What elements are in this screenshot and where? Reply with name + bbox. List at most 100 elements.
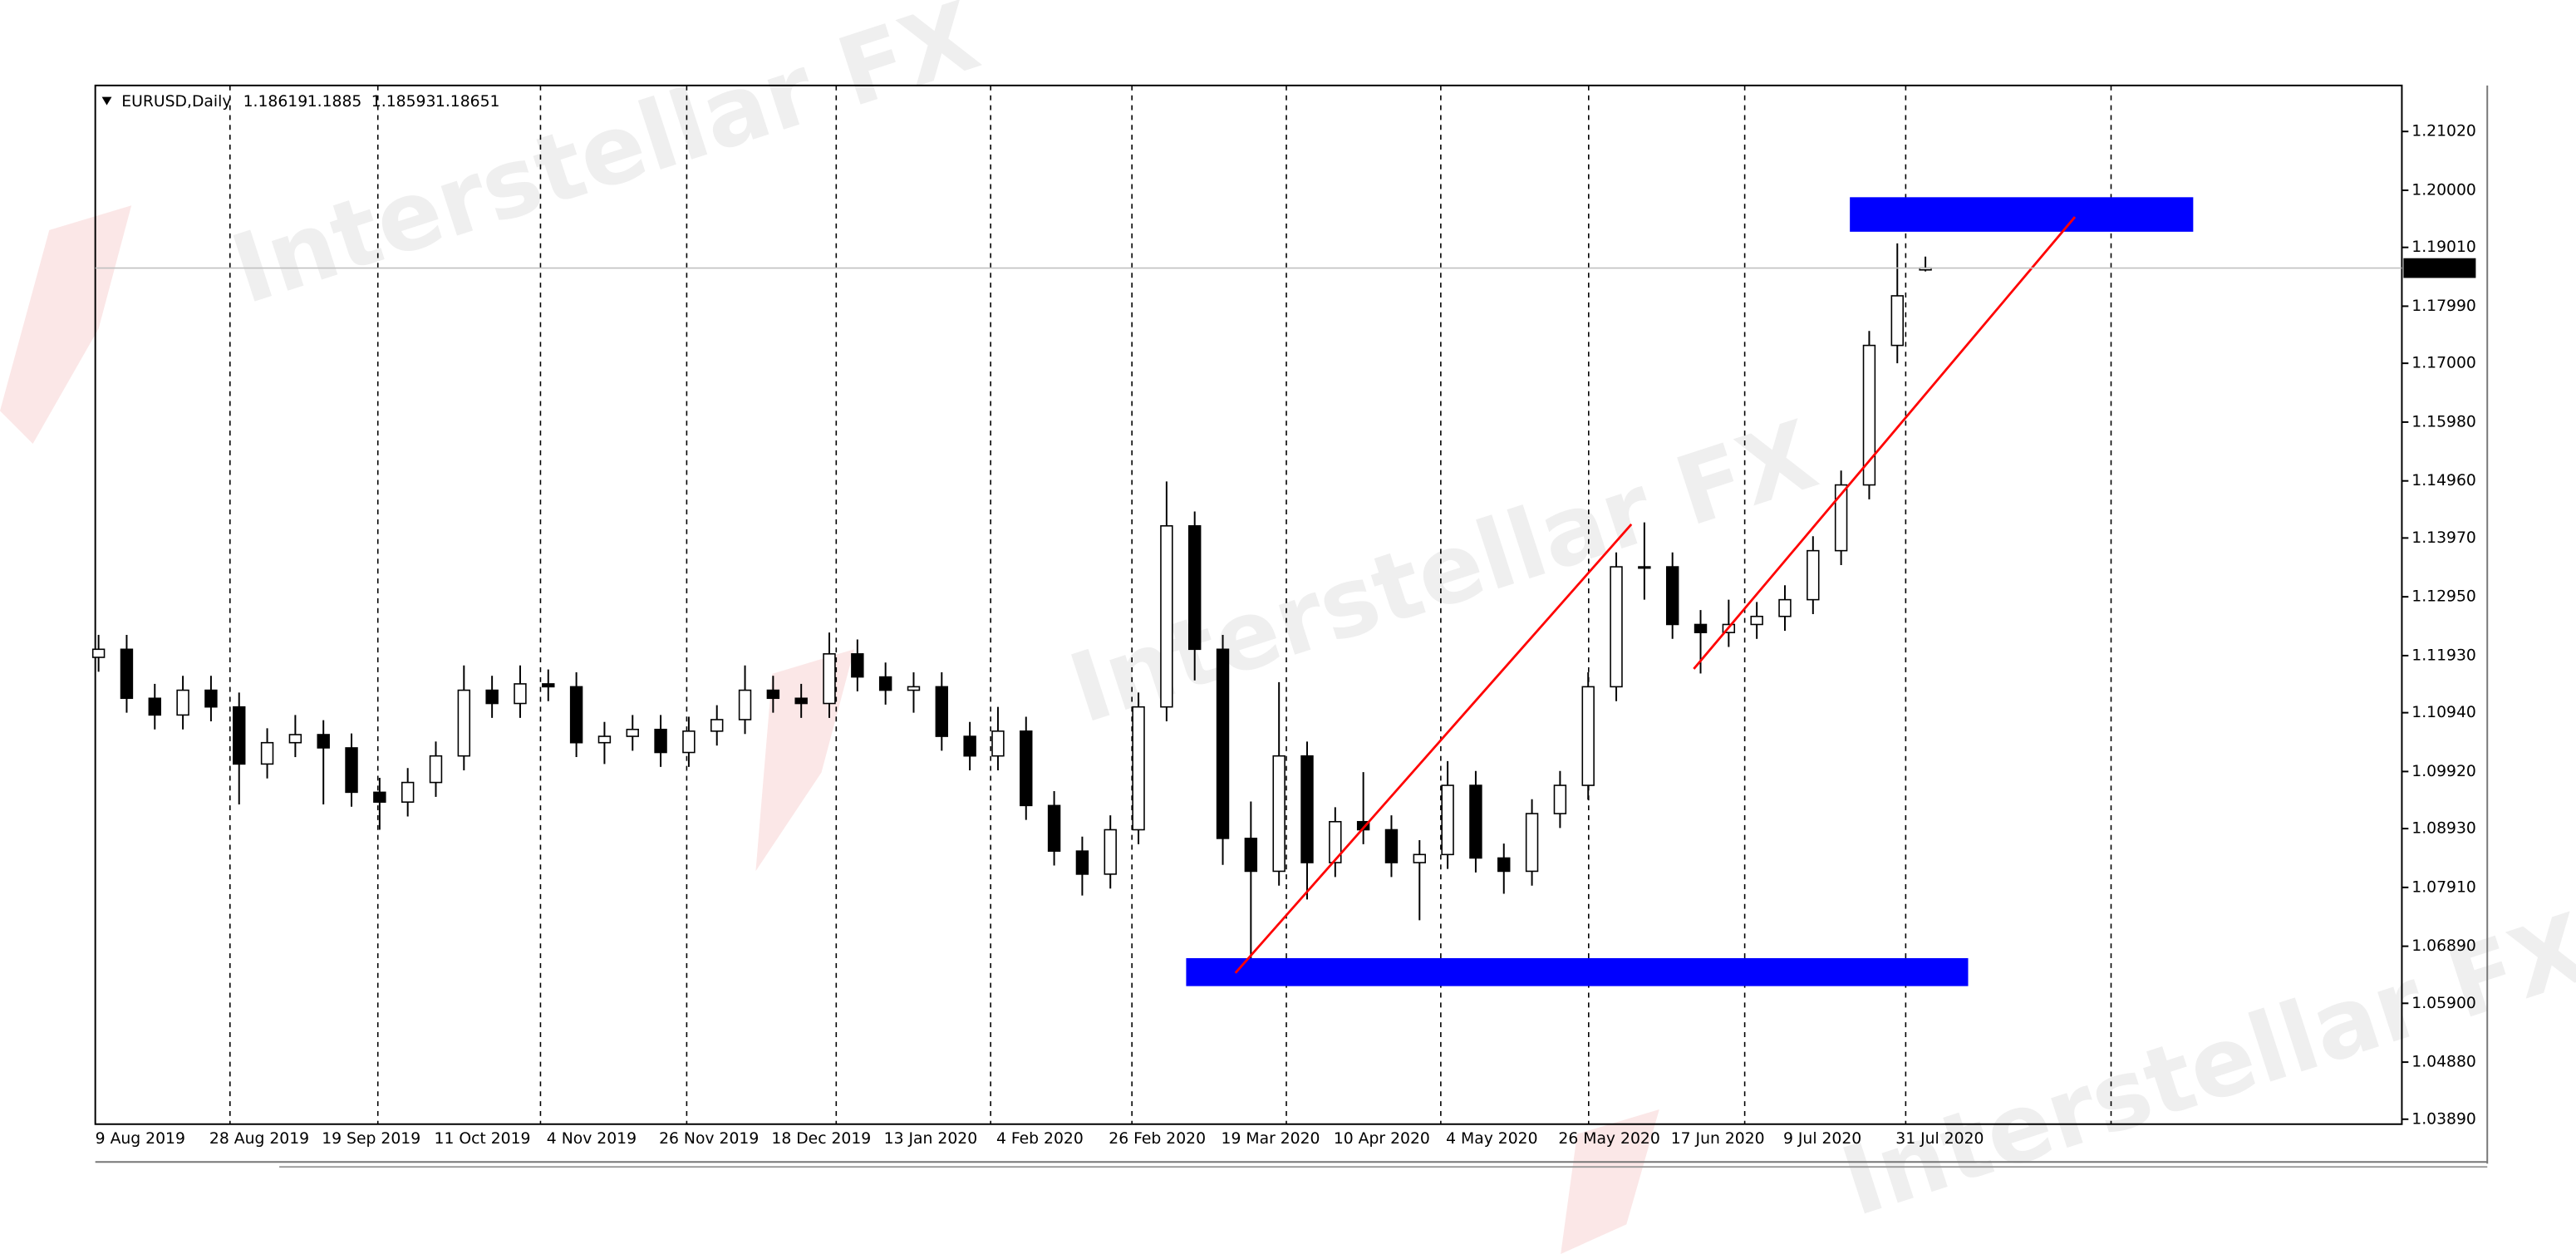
candle-body	[1807, 549, 1820, 601]
candle-body	[1553, 784, 1567, 814]
candle-body	[1581, 686, 1595, 786]
candle-body	[1694, 623, 1708, 633]
y-tick-label: 1.07910	[2411, 878, 2476, 896]
candle-body	[1469, 784, 1482, 859]
y-tick-label: 1.13970	[2411, 529, 2476, 547]
y-tick-label: 1.10940	[2411, 704, 2476, 721]
candle-body	[1216, 648, 1230, 839]
candle-body	[204, 689, 218, 708]
y-tick-label: 1.17990	[2411, 298, 2476, 315]
candle-body	[794, 697, 808, 705]
candle-body	[176, 689, 189, 716]
x-tick-label: 19 Mar 2020	[1222, 1130, 1320, 1148]
candle-body	[766, 689, 780, 700]
candle-body	[569, 686, 583, 744]
header-open: 1.18619	[243, 93, 308, 111]
candle-body	[1384, 829, 1399, 863]
candle-body	[1778, 598, 1792, 617]
candle-body	[851, 653, 864, 678]
candle-body	[1187, 525, 1202, 651]
candle-body	[907, 686, 921, 691]
support-zone	[1186, 958, 1969, 986]
x-tick-label: 18 Dec 2019	[771, 1130, 871, 1148]
x-tick-label: 19 Sep 2019	[322, 1130, 420, 1148]
candle-body	[1300, 755, 1314, 863]
y-tick-label: 1.11930	[2411, 647, 2476, 664]
candle-body	[1497, 857, 1511, 873]
current-price-label: 1.18651	[2410, 259, 2475, 277]
candle-body	[1132, 706, 1145, 831]
candle-body	[1160, 525, 1173, 708]
candle-body	[1890, 295, 1904, 347]
candle-body	[1104, 829, 1117, 875]
x-tick-label: 17 Jun 2020	[1671, 1130, 1765, 1148]
candle-body	[1413, 853, 1426, 863]
candle-body	[345, 747, 358, 794]
candle-body	[597, 735, 612, 744]
chart-title: EURUSD,Daily	[121, 93, 231, 111]
candle-body	[1272, 755, 1286, 873]
y-tick-label: 1.04880	[2411, 1054, 2476, 1071]
candle-body	[514, 683, 527, 705]
candle-body	[1610, 566, 1623, 688]
menu-arrow[interactable]	[101, 96, 112, 106]
x-tick-label: 9 Jul 2020	[1783, 1130, 1861, 1148]
trend-line	[1693, 216, 2077, 670]
candle-body	[963, 735, 976, 757]
candle-body	[1665, 566, 1679, 626]
candle-body	[1047, 804, 1061, 852]
header-low: 1.18593	[371, 93, 436, 111]
candle-body	[1834, 484, 1848, 552]
candle-body	[654, 728, 667, 754]
candle-body	[823, 653, 836, 705]
x-tick-label: 26 Nov 2019	[659, 1130, 759, 1148]
y-tick-label: 1.15980	[2411, 413, 2476, 430]
candle-body	[1075, 850, 1089, 875]
x-tick-label: 4 Nov 2019	[547, 1130, 637, 1148]
candle-body	[991, 730, 1005, 757]
y-tick-label: 1.05900	[2411, 995, 2476, 1012]
candle-body	[1441, 784, 1454, 856]
candle-body	[317, 734, 330, 749]
watermark: Interstellar FX	[1057, 401, 1829, 745]
y-tick-label: 1.03890	[2411, 1110, 2476, 1128]
candle-body	[260, 741, 274, 765]
candle-body	[710, 719, 724, 732]
watermark: Interstellar FX	[219, 0, 991, 327]
candle-body	[1329, 820, 1342, 863]
header-close: 1.18651	[435, 93, 500, 111]
current-price-box	[2403, 258, 2476, 278]
y-tick-label: 1.14960	[2411, 472, 2476, 489]
candle-body	[1525, 813, 1539, 873]
candle-body	[878, 676, 892, 691]
x-tick-label: 28 Aug 2019	[209, 1130, 309, 1148]
x-tick-label: 9 Aug 2019	[96, 1130, 185, 1148]
x-tick-label: 4 May 2020	[1446, 1130, 1537, 1148]
candle-body	[485, 689, 499, 705]
x-tick-label: 11 Oct 2019	[435, 1130, 531, 1148]
candle-body	[120, 648, 134, 700]
candle-body	[1750, 615, 1763, 626]
resistance-zone	[1850, 197, 2194, 232]
candle-body	[542, 683, 555, 688]
y-tick-label: 1.21020	[2411, 123, 2476, 140]
trend-line	[1234, 523, 1633, 974]
x-tick-label: 13 Jan 2020	[884, 1130, 977, 1148]
candle-body	[429, 755, 443, 784]
candle-body	[1638, 566, 1651, 569]
y-tick-label: 1.20000	[2411, 181, 2476, 199]
watermark-logo	[0, 205, 1659, 1254]
y-tick-label: 1.06890	[2411, 937, 2476, 955]
plot-frame	[94, 84, 2403, 1125]
y-tick-label: 1.09920	[2411, 763, 2476, 780]
x-tick-label: 4 Feb 2020	[996, 1130, 1084, 1148]
candle-body	[682, 730, 696, 754]
candle-body	[91, 648, 106, 658]
y-tick-label: 1.17000	[2411, 355, 2476, 372]
candle-body	[1862, 344, 1876, 486]
x-tick-label: 26 May 2020	[1558, 1130, 1659, 1148]
candle-body	[148, 697, 161, 716]
candle-body	[626, 728, 639, 737]
candles	[91, 243, 1932, 977]
